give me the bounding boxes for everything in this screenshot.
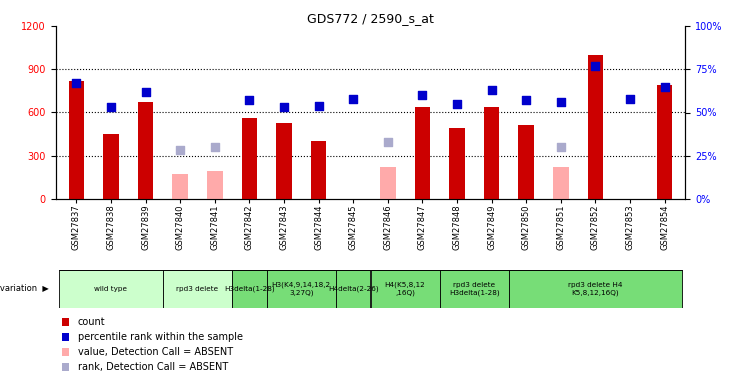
Point xyxy=(485,87,497,93)
Point xyxy=(520,98,532,104)
Bar xyxy=(370,270,439,308)
Bar xyxy=(276,123,292,199)
Text: H4(K5,8,12
,16Q): H4(K5,8,12 ,16Q) xyxy=(385,282,425,296)
Bar xyxy=(59,270,163,308)
Point xyxy=(451,101,463,107)
Bar xyxy=(380,167,396,199)
Point xyxy=(555,144,567,150)
Text: wild type: wild type xyxy=(94,286,127,292)
Point xyxy=(278,104,290,110)
Point xyxy=(139,89,151,95)
Bar xyxy=(509,270,682,308)
Text: genotype/variation  ▶: genotype/variation ▶ xyxy=(0,284,49,293)
Point xyxy=(590,63,602,69)
Point xyxy=(209,144,221,150)
Bar xyxy=(267,270,336,308)
Bar xyxy=(449,128,465,199)
Bar xyxy=(657,85,672,199)
Text: value, Detection Call = ABSENT: value, Detection Call = ABSENT xyxy=(78,347,233,357)
Bar xyxy=(173,174,188,199)
Bar xyxy=(415,107,431,199)
Point xyxy=(348,96,359,102)
Text: rpd3 delete H4
K5,8,12,16Q): rpd3 delete H4 K5,8,12,16Q) xyxy=(568,282,622,296)
Bar xyxy=(62,348,70,355)
Text: percentile rank within the sample: percentile rank within the sample xyxy=(78,332,242,342)
Bar xyxy=(519,125,534,199)
Point xyxy=(382,139,393,145)
Bar xyxy=(484,107,499,199)
Point xyxy=(659,84,671,90)
Text: rpd3 delete
H3delta(1-28): rpd3 delete H3delta(1-28) xyxy=(449,282,499,296)
Point xyxy=(244,98,256,104)
Bar xyxy=(103,134,119,199)
Bar xyxy=(62,363,70,370)
Bar xyxy=(588,55,603,199)
Bar xyxy=(232,270,267,308)
Bar xyxy=(138,102,153,199)
Bar xyxy=(336,270,370,308)
Bar xyxy=(69,81,84,199)
Bar xyxy=(62,333,70,340)
Bar xyxy=(310,141,326,199)
Point xyxy=(70,80,82,86)
Bar xyxy=(553,167,568,199)
Point xyxy=(555,99,567,105)
Point xyxy=(174,147,186,153)
Text: H4delta(2-26): H4delta(2-26) xyxy=(328,285,379,292)
Text: rpd3 delete: rpd3 delete xyxy=(176,286,219,292)
Point xyxy=(416,92,428,98)
Text: rank, Detection Call = ABSENT: rank, Detection Call = ABSENT xyxy=(78,362,228,372)
Text: H3delta(1-28): H3delta(1-28) xyxy=(224,285,275,292)
Bar xyxy=(163,270,232,308)
Bar xyxy=(439,270,509,308)
Text: H3(K4,9,14,18,2
3,27Q): H3(K4,9,14,18,2 3,27Q) xyxy=(272,282,330,296)
Point xyxy=(313,103,325,109)
Title: GDS772 / 2590_s_at: GDS772 / 2590_s_at xyxy=(307,12,434,25)
Bar xyxy=(242,118,257,199)
Point xyxy=(624,96,636,102)
Bar xyxy=(207,171,222,199)
Point xyxy=(105,104,117,110)
Bar xyxy=(62,318,70,326)
Text: count: count xyxy=(78,317,105,327)
